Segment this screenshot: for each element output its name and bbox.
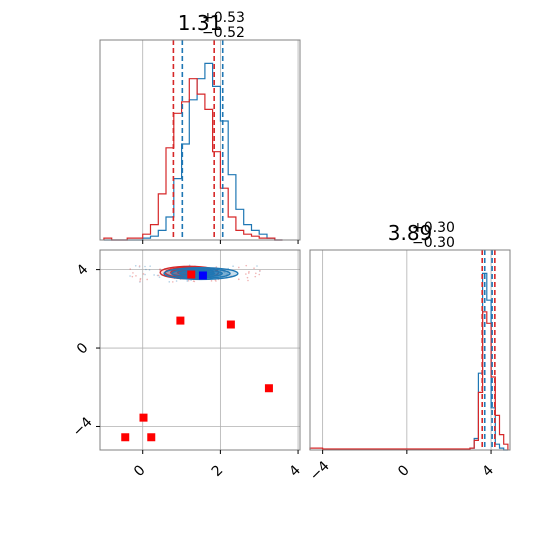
title-param-2-plus: +0.30 [412,220,455,236]
sample-point [215,266,218,268]
marker-point-7 [121,433,130,442]
marker-point-2 [187,270,196,279]
sample-point [210,280,213,282]
sample-point [145,268,147,271]
sample-point [158,276,161,278]
marker-point-4 [226,320,235,329]
marker-point-5 [264,384,273,393]
sample-point [175,280,178,282]
hist-series-1-param-1 [103,62,283,241]
title-param-1-plus: +0.53 [202,10,245,26]
hist-series-2-param-1 [103,78,283,241]
sample-point [139,281,141,283]
sample-point [192,280,195,283]
title-param-1-minus: −0.52 [202,25,245,41]
sample-point [259,269,261,272]
x-tick-label: 4 [479,462,497,480]
y-tick-label: 0 [74,340,92,358]
histogram-panel-param-1 [99,39,301,244]
histogram-panel-param-2: −4 0 4 [307,249,511,484]
sample-point [148,269,151,271]
title-param-1-median: 1.31 [178,11,223,35]
contour-panel: 0 2 4 −4 0 4 [70,249,304,480]
axes-frame-param-1 [99,39,301,241]
sample-point [193,280,196,283]
sample-point [131,275,134,278]
sample-point [129,268,132,270]
sample-point [226,273,228,276]
sample-point [138,265,141,267]
x-tick-label: 0 [395,462,413,480]
sample-point [259,270,261,272]
sample-point [139,278,142,281]
sample-point [139,277,142,280]
sample-point [246,276,249,279]
sample-point [149,265,151,267]
sample-point [232,265,234,268]
title-param-2-minus: −0.30 [412,235,455,251]
hist-series-1-param-2 [469,272,508,451]
marker-point-1 [198,271,207,280]
sample-point [153,274,155,276]
marker-point-6 [139,413,148,422]
axes-frame-param-2 [309,249,511,451]
sample-point [237,278,240,281]
sample-point [168,281,171,283]
title-param-1: 1.31 [178,11,223,35]
sample-point [248,270,250,273]
title-param-2-median: 3.89 [388,221,433,245]
x-tick-label: 2 [209,462,227,480]
axes-frame-contour [99,249,301,451]
x-tick-label: 0 [131,462,149,480]
sample-point [157,274,160,277]
sample-point [135,275,137,277]
sample-point [159,268,161,271]
y-tick-label: −4 [70,414,96,440]
sample-point [156,274,159,277]
sample-point [245,264,248,267]
sample-point [144,273,146,276]
sample-point [247,272,250,274]
sample-point [254,275,257,278]
marker-point-8 [147,433,156,442]
sample-point [142,273,145,275]
sample-point [138,266,141,268]
marker-point-3 [176,316,185,325]
sample-point [247,279,249,282]
sample-point [245,273,247,275]
sample-point [258,273,261,276]
sample-point [186,279,189,282]
sample-point [159,268,162,271]
sample-point [146,278,148,281]
sample-point [186,280,189,282]
x-tick-label: −4 [307,458,333,484]
hist-series-2-param-2 [309,311,509,450]
sample-point [237,278,240,281]
sample-point [215,280,217,282]
x-tick-label: 4 [286,462,304,480]
sample-point [134,264,137,267]
sample-point [144,265,146,268]
title-param-2: 3.89 [388,221,433,245]
sample-point [255,272,257,275]
sample-point [171,281,174,283]
sample-point [238,266,240,269]
sample-point [132,272,134,274]
y-tick-label: 4 [74,261,92,279]
sample-point [139,280,141,282]
sample-point [129,275,131,277]
sample-point [256,265,258,267]
sample-point [253,267,255,269]
sample-point [187,279,190,282]
